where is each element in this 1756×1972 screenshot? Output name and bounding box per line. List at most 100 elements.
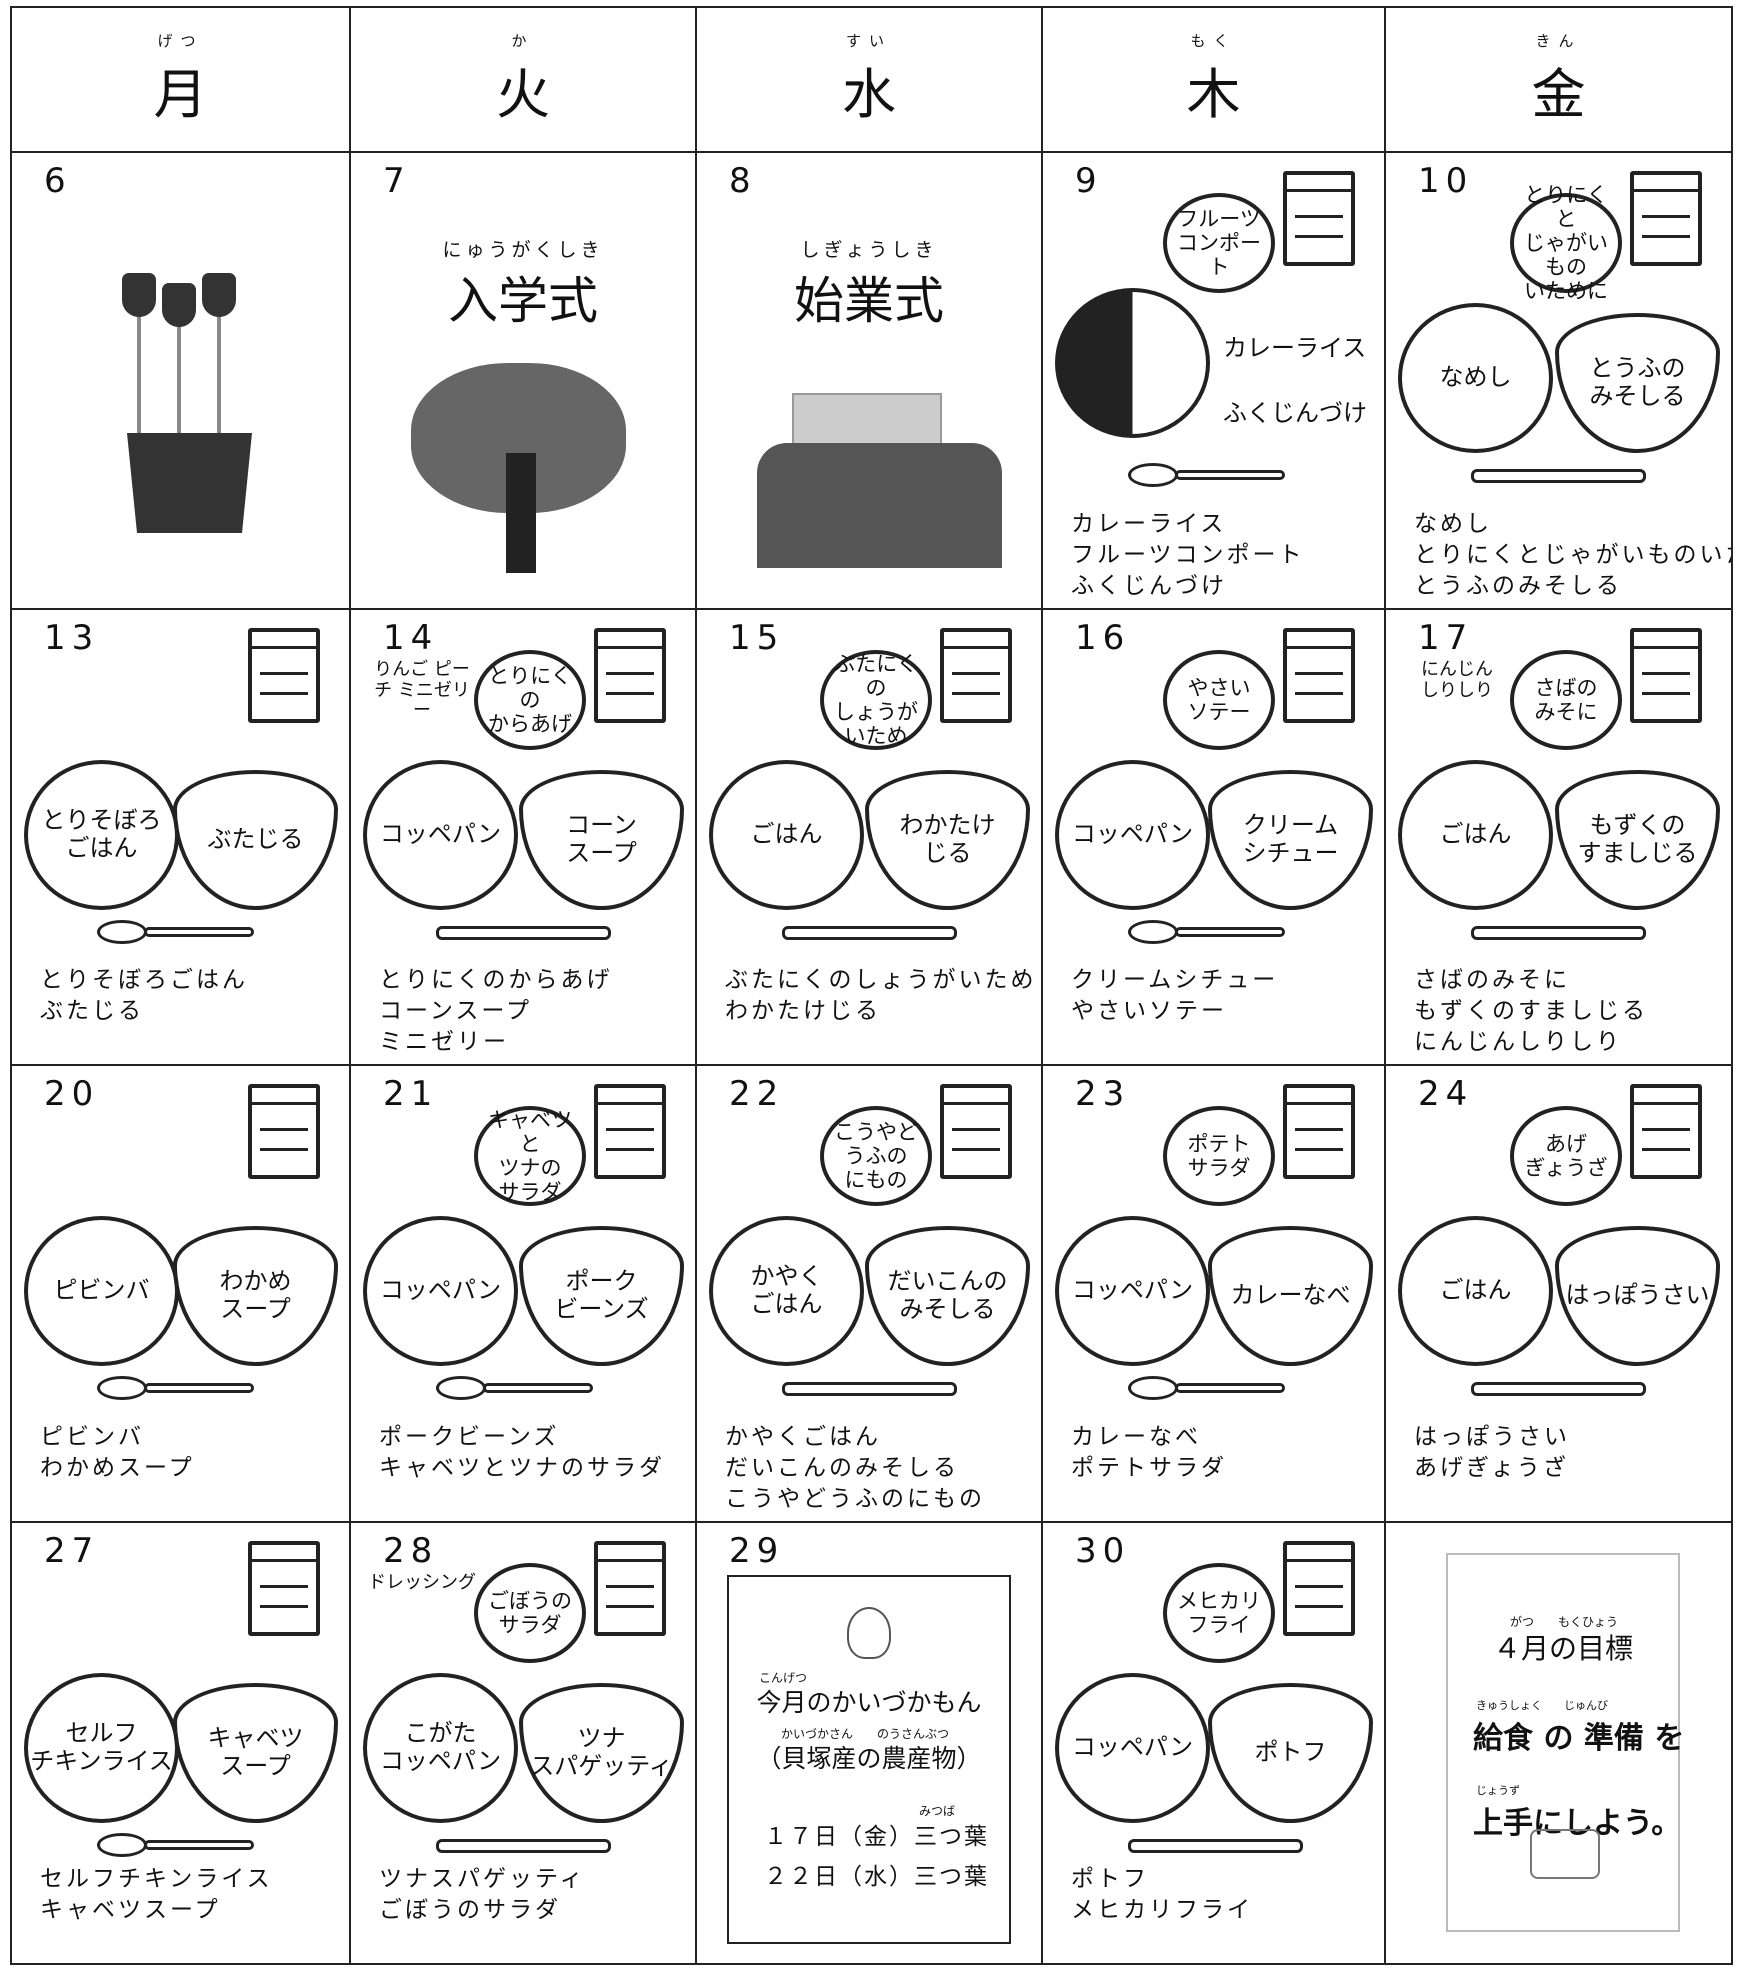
side-dish: ごぼうの サラダ	[474, 1563, 586, 1663]
carton-line	[252, 646, 316, 649]
carton-line	[606, 1148, 654, 1151]
day-cell: 13 とりそぼろ ごはん ぶたじる とりそぼろごはん ぶたじる	[10, 608, 351, 1066]
milk-carton	[248, 1541, 320, 1636]
carton-line	[1295, 672, 1343, 675]
date: 30	[1075, 1531, 1131, 1571]
tulip	[202, 273, 236, 317]
carton-line	[606, 672, 654, 675]
chopsticks	[782, 1382, 957, 1396]
chopsticks	[436, 926, 611, 940]
goal-ruby: じょうず	[1476, 1784, 1520, 1797]
date: 23	[1075, 1074, 1131, 1114]
milk-carton	[594, 1541, 666, 1636]
rice-plate: とりそぼろ ごはん	[24, 760, 179, 910]
carton-line	[952, 672, 1000, 675]
side-note: カレーライス	[1223, 334, 1367, 362]
day-cell: 24 あげ ぎょうざ ごはん はっぽうさい はっぽうさい あげぎょうざ	[1384, 1064, 1733, 1523]
menu-item: やさいソテー	[1071, 998, 1227, 1024]
day-label: 木	[1186, 63, 1241, 126]
chopsticks	[1471, 469, 1646, 483]
carton-line	[1642, 235, 1690, 238]
carton-line	[260, 1585, 308, 1588]
carton-line	[1642, 672, 1690, 675]
rice-plate: コッペパン	[1055, 760, 1210, 910]
carton-line	[1295, 235, 1343, 238]
soup-bowl: とうふの みそしる	[1555, 313, 1720, 453]
menu-item: キャベツとツナのサラダ	[379, 1455, 665, 1481]
side-note: ドレッシング	[368, 1572, 476, 1593]
milk-carton	[248, 1084, 320, 1179]
stem	[217, 303, 221, 443]
event-title: 入学式	[448, 272, 598, 330]
day-cell: 17 さばの みそに にんじん しりしり ごはん もずくの すましじる さばのみそに もずく…	[1384, 608, 1733, 1066]
soup-bowl: キャベツ スープ	[173, 1683, 338, 1823]
menu-item: ポトフ	[1071, 1866, 1149, 1892]
carton-line	[944, 1102, 1008, 1105]
carton-line	[252, 1102, 316, 1105]
menu-item: さばのみそに	[1414, 967, 1570, 993]
notice-item: １７日（金）三つ葉	[764, 1824, 989, 1850]
day-cell: 7 にゅうがくしき 入学式	[349, 151, 697, 610]
soup-bowl: わかたけ じる	[865, 770, 1030, 910]
goal-ruby: きゅうしょく じゅんび	[1476, 1699, 1608, 1712]
carton-line	[1634, 189, 1698, 192]
spoon-handle	[1175, 927, 1285, 937]
day-cell: 21 キャベツと ツナの サラダ コッペパン ポーク ビーンズ ポークビーンズ キャベツと…	[349, 1064, 697, 1523]
carton-line	[606, 1128, 654, 1131]
soup-bowl: ポーク ビーンズ	[519, 1226, 684, 1366]
carton-line	[1634, 646, 1698, 649]
carton-line	[606, 1605, 654, 1608]
notice-title-ruby: こんげつ	[759, 1671, 808, 1685]
spoon	[97, 920, 147, 944]
spoon-handle	[1175, 470, 1285, 480]
milk-carton	[1283, 1084, 1355, 1179]
day-ruby: もく	[1190, 32, 1237, 50]
menu-item: ふくじんづけ	[1071, 573, 1227, 599]
soup-bowl: ぶたじる	[173, 770, 338, 910]
tulip	[162, 283, 196, 327]
spoon-handle	[144, 1383, 254, 1393]
spoon	[1128, 920, 1178, 944]
side-dish: ぶたにくの しょうが いため	[820, 650, 932, 750]
date: 9	[1075, 161, 1103, 201]
notice-subtitle: （貝塚産の農産物）	[756, 1744, 982, 1773]
carton-line	[1295, 1605, 1343, 1608]
menu-item: セルフチキンライス	[40, 1866, 273, 1892]
date: 15	[729, 618, 785, 658]
rice-plate: コッペパン	[1055, 1216, 1210, 1366]
date: 8	[729, 161, 757, 201]
date: 6	[44, 161, 72, 201]
carton-line	[952, 1148, 1000, 1151]
rice-plate: ごはん	[1398, 1216, 1553, 1366]
side-dish: メヒカリ フライ	[1163, 1563, 1275, 1663]
rice-plate: こがた コッペパン	[363, 1673, 518, 1823]
side-dish: キャベツと ツナの サラダ	[474, 1106, 586, 1206]
day-ruby: か	[511, 32, 535, 50]
milk-carton	[1630, 628, 1702, 723]
menu-item: ぶたにくのしょうがいため	[725, 967, 1037, 993]
menu-item: とりそぼろごはん	[40, 967, 248, 993]
date: 29	[729, 1531, 785, 1571]
menu-item: もずくのすましじる	[1414, 998, 1648, 1024]
menu-item: コーンスープ	[379, 998, 533, 1024]
menu-item: ピビンバ	[40, 1424, 144, 1450]
rice-plate: かやく ごはん	[709, 1216, 864, 1366]
day-cell: 20 ピビンバ わかめ スープ ピビンバ わかめスープ	[10, 1064, 351, 1523]
menu-item: ぶたじる	[40, 998, 144, 1024]
soup-bowl: クリーム シチュー	[1208, 770, 1373, 910]
date: 21	[383, 1074, 439, 1114]
rice-plate: なめし	[1398, 303, 1553, 453]
notice-items-ruby: みつば	[919, 1804, 956, 1818]
milk-carton	[594, 1084, 666, 1179]
menu-item: なめし	[1414, 511, 1492, 537]
side-dish: あげ ぎょうざ	[1510, 1106, 1622, 1206]
menu-item: かやくごはん	[725, 1424, 881, 1450]
notice-title: 今月のかいづかもん	[756, 1688, 982, 1717]
menu-item: カレーなべ	[1071, 1424, 1201, 1450]
day-label: 火	[496, 63, 550, 126]
carton-line	[606, 1585, 654, 1588]
menu-item: わかめスープ	[40, 1455, 195, 1481]
carton-line	[598, 646, 662, 649]
carton-line	[260, 1148, 308, 1151]
